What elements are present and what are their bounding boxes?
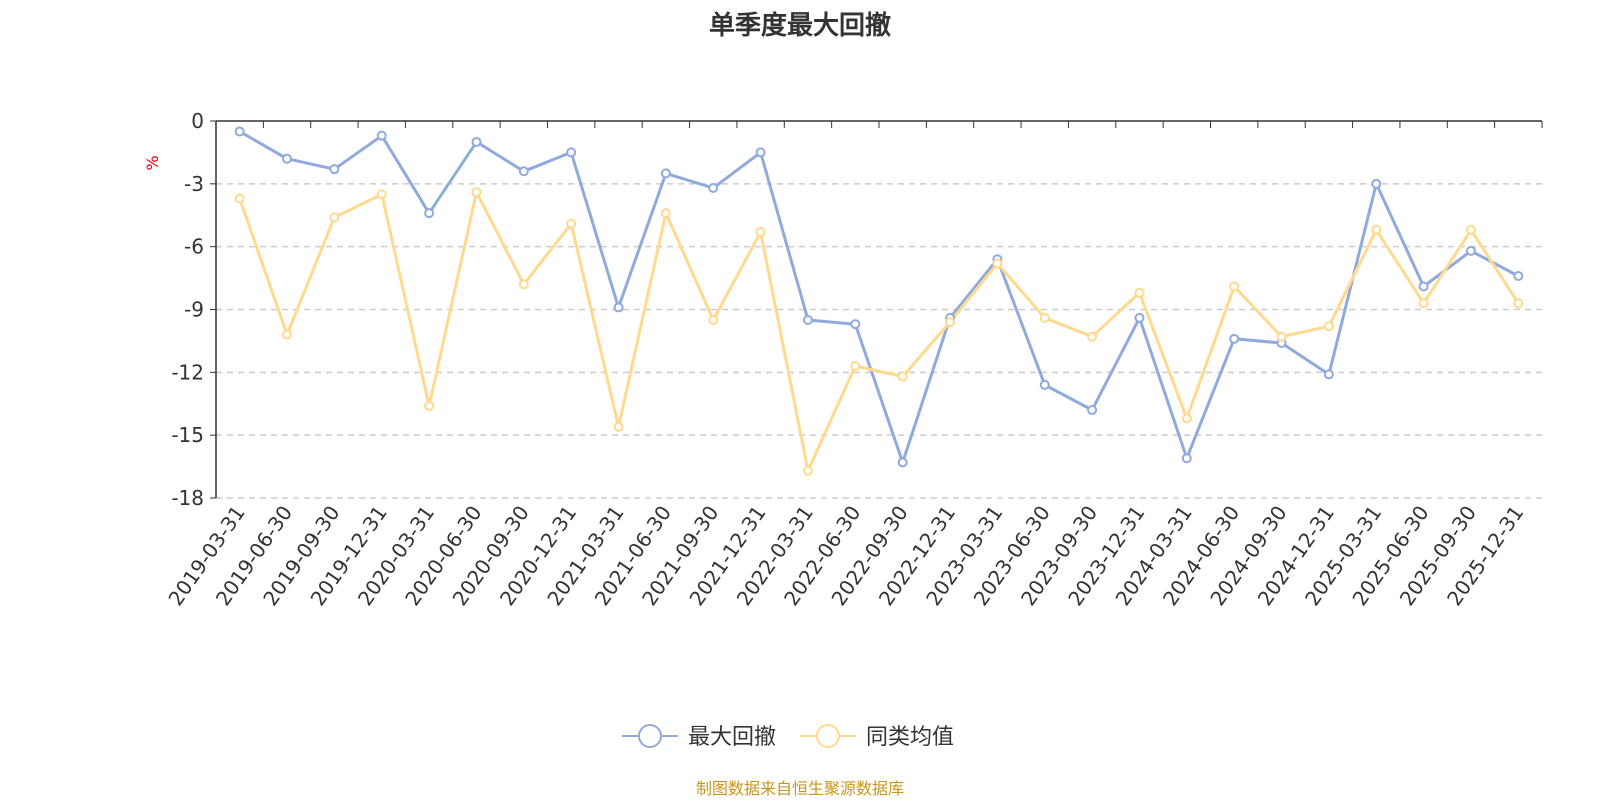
y-tick-label: -6 [184,235,204,259]
data-point-2 [945,317,956,328]
legend[interactable]: 最大回撤 同类均值 [622,724,954,750]
y-tick-label: -15 [171,423,204,447]
legend-label-2: 同类均值 [866,725,954,750]
y-axis-unit: % [143,155,162,170]
y-tick-label: -3 [184,172,204,196]
data-point-2 [1371,224,1382,235]
data-point-2 [518,279,529,290]
data-point-1 [850,319,861,330]
data-point-1 [566,147,577,158]
data-point-2 [1276,331,1287,342]
data-point-1 [1039,379,1050,390]
data-point-1 [1418,281,1429,292]
data-point-1 [897,457,908,468]
data-point-1 [708,183,719,194]
data-point-2 [1087,331,1098,342]
y-tick-label: -18 [171,486,204,510]
data-point-2 [234,193,245,204]
y-tick-label: -9 [184,298,204,322]
source-note: 制图数据来自恒生聚源数据库 [696,779,904,798]
data-point-1 [1134,312,1145,323]
data-point-1 [1323,369,1334,380]
series-line-2 [238,190,1520,473]
data-point-2 [1181,413,1192,424]
legend-marker-1 [638,724,662,748]
data-point-2 [992,258,1003,269]
data-point-2 [1513,298,1524,309]
data-point-2 [1323,321,1334,332]
data-point-1 [424,208,435,219]
data-point-1 [1229,333,1240,344]
data-point-2 [708,314,719,325]
data-point-2 [282,329,293,340]
data-point-1 [1371,178,1382,189]
legend-marker-2 [816,724,840,748]
data-point-2 [329,212,340,223]
legend-label-1: 最大回撤 [688,725,776,750]
data-point-1 [282,153,293,164]
data-point-2 [1465,224,1476,235]
data-point-1 [471,136,482,147]
data-point-2 [1134,287,1145,298]
data-point-2 [1039,312,1050,323]
data-point-2 [850,361,861,372]
data-point-1 [1513,270,1524,281]
data-point-2 [566,218,577,229]
data-point-2 [660,208,671,219]
data-point-1 [1465,245,1476,256]
data-point-1 [613,302,624,313]
axes [210,120,1543,499]
data-point-2 [613,421,624,432]
data-point-2 [471,187,482,198]
data-point-2 [897,371,908,382]
data-point-1 [234,126,245,137]
data-point-1 [1087,405,1098,416]
y-tick-label: 0 [191,109,204,133]
data-point-1 [802,314,813,325]
data-point-2 [755,227,766,238]
data-point-1 [1181,453,1192,464]
x-tick-labels: 2019-03-312019-06-302019-09-302019-12-31… [163,501,1528,610]
data-point-1 [518,166,529,177]
data-point-1 [660,168,671,179]
data-point-2 [1418,298,1429,309]
y-tick-label: -12 [171,360,204,384]
data-point-1 [376,130,387,141]
series-group [234,126,1524,476]
data-point-1 [329,164,340,175]
data-point-1 [755,147,766,158]
series-line-1 [238,130,1520,464]
y-tick-labels: 0 -3 -6 -9 -12 -15 -18 [171,109,204,510]
data-point-2 [802,465,813,476]
data-point-2 [1229,281,1240,292]
chart-title: 单季度最大回撤 [709,10,891,41]
data-point-2 [424,400,435,411]
data-point-2 [376,189,387,200]
